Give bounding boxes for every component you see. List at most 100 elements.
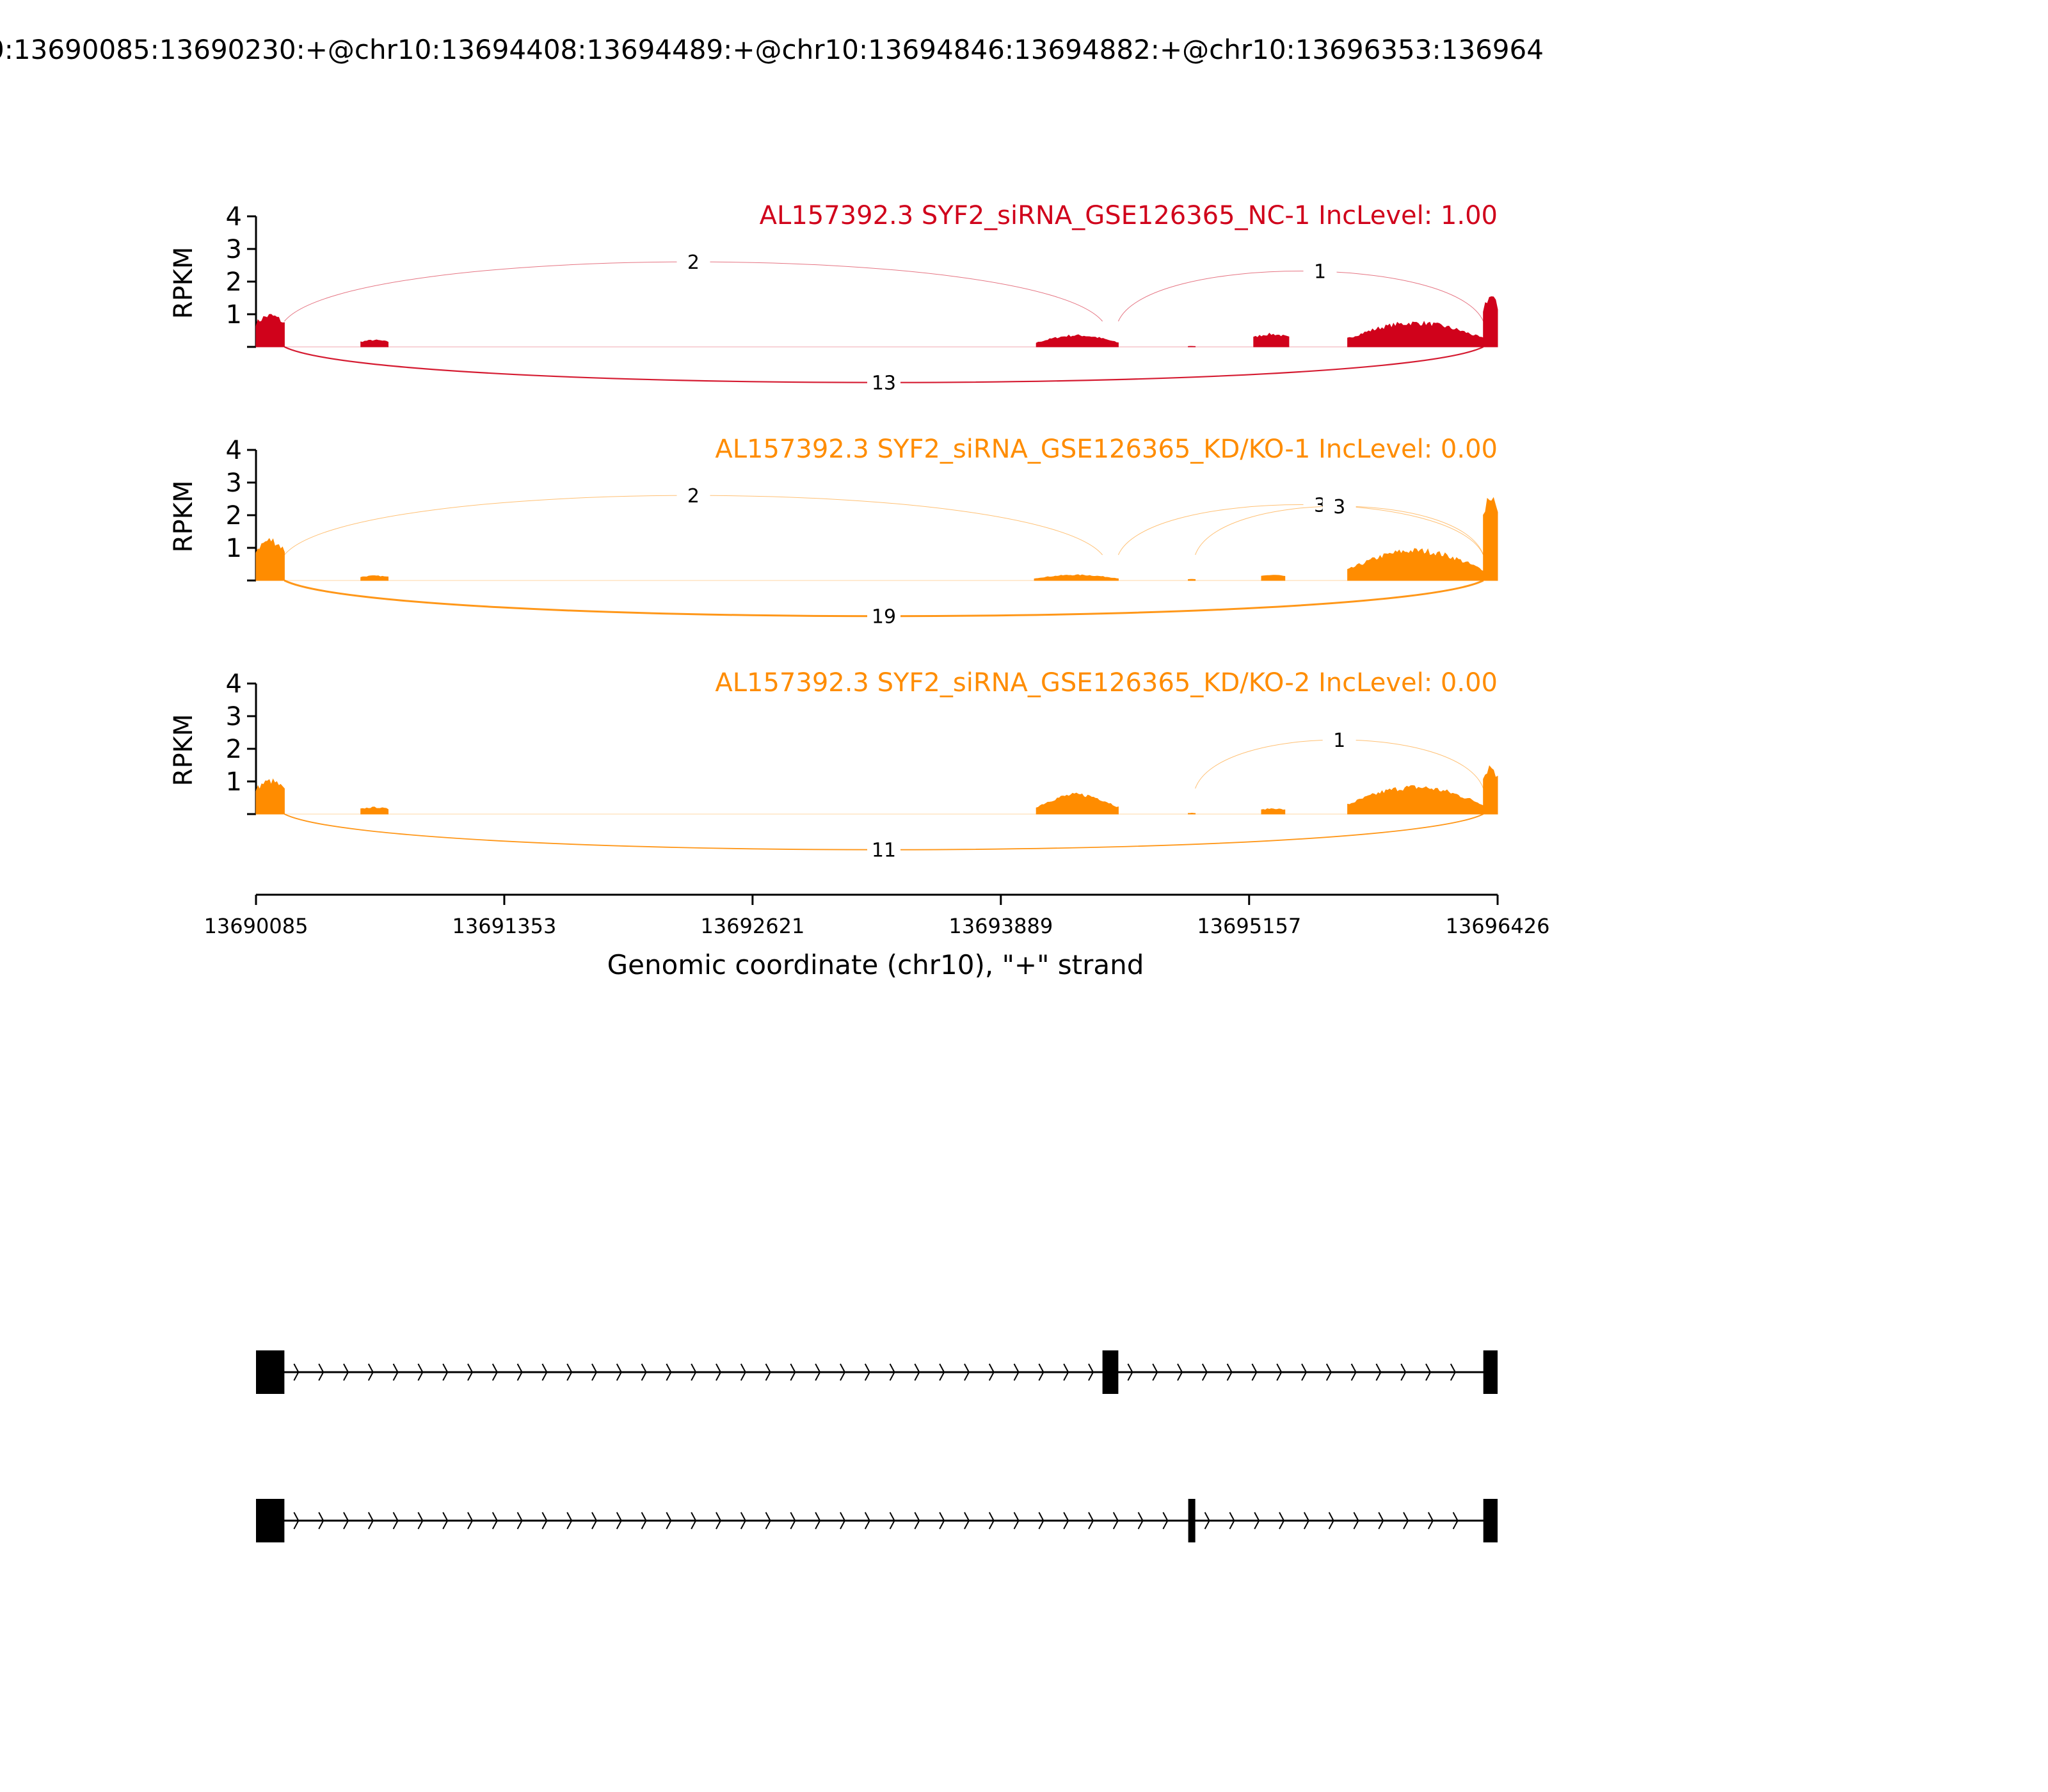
strand-arrow [1353, 1512, 1359, 1530]
junction-count: 3 [1333, 496, 1345, 518]
junction-label-bg [867, 369, 901, 394]
strand-arrow [1328, 1512, 1334, 1530]
strand-arrow [1127, 1363, 1133, 1381]
junction-count: 11 [872, 840, 896, 862]
junction-arc [1117, 504, 1484, 556]
coverage-area [360, 575, 388, 581]
junction-label-bg [1303, 258, 1337, 283]
strand-arrow [988, 1512, 995, 1530]
strand-arrow [840, 1363, 846, 1381]
y-axis-label: RPKM [169, 714, 198, 787]
exon [256, 1350, 285, 1394]
coverage-area [1483, 497, 1498, 581]
junction-count: 1 [1333, 730, 1345, 752]
coverage-area [360, 339, 388, 348]
strand-arrow [1063, 1363, 1069, 1381]
junction-arc [1117, 271, 1484, 322]
coverage-area [1347, 321, 1484, 348]
coverage-area [1253, 332, 1290, 348]
strand-arrow [616, 1512, 622, 1530]
strand-arrow [1450, 1363, 1456, 1381]
coverage-area [1036, 334, 1119, 348]
strand-arrow [1112, 1512, 1119, 1530]
strand-arrow [765, 1512, 771, 1530]
y-tick-label: 3 [226, 468, 242, 498]
junction-label-bg [1322, 726, 1356, 751]
strand-arrow [367, 1512, 374, 1530]
strand-arrow [1152, 1363, 1158, 1381]
strand-arrow [1279, 1512, 1285, 1530]
y-tick-label: 3 [226, 235, 242, 264]
strand-arrow [1137, 1512, 1144, 1530]
strand-arrow [1088, 1512, 1094, 1530]
strand-arrow [541, 1363, 548, 1381]
strand-arrow [318, 1363, 324, 1381]
y-tick-label: 2 [226, 735, 242, 764]
junction-count: 13 [872, 372, 896, 395]
strand-arrow [815, 1512, 821, 1530]
strand-arrow [1427, 1512, 1434, 1530]
strand-arrow [889, 1512, 895, 1530]
coverage-area [255, 778, 285, 815]
strand-arrow [716, 1363, 722, 1381]
strand-arrow [666, 1512, 672, 1530]
strand-arrow [1251, 1363, 1258, 1381]
strand-arrow [790, 1363, 796, 1381]
strand-arrow [417, 1512, 424, 1530]
strand-arrow [691, 1512, 697, 1530]
strand-arrow [815, 1363, 821, 1381]
strand-arrow [343, 1512, 349, 1530]
strand-arrow [1276, 1363, 1283, 1381]
strand-arrow [591, 1363, 598, 1381]
strand-arrow [840, 1512, 846, 1530]
panel-title: AL157392.3 SYF2_siRNA_GSE126365_NC-1 Inc… [760, 201, 1498, 230]
strand-arrow [1063, 1512, 1069, 1530]
coverage-area [1261, 808, 1286, 815]
coverage-area [1347, 785, 1484, 815]
y-axis-label: RPKM [169, 481, 198, 553]
x-tick-label: 13691353 [452, 914, 557, 938]
strand-arrow [417, 1363, 424, 1381]
panel-title: AL157392.3 SYF2_siRNA_GSE126365_KD/KO-2 … [715, 668, 1498, 698]
strand-arrow [864, 1512, 870, 1530]
x-tick-label: 13692621 [700, 914, 804, 938]
y-tick-label: 4 [226, 436, 242, 465]
strand-arrow [641, 1363, 647, 1381]
coverage-area [1261, 575, 1286, 581]
strand-arrow [790, 1512, 796, 1530]
strand-arrow [964, 1512, 970, 1530]
strand-arrow [1013, 1512, 1020, 1530]
coverage-area [255, 314, 285, 348]
junction-count: 1 [1314, 261, 1326, 284]
strand-arrow [492, 1512, 498, 1530]
strand-arrow [467, 1363, 474, 1381]
junction-count: 19 [872, 606, 896, 628]
strand-arrow [889, 1363, 895, 1381]
strand-arrow [367, 1363, 374, 1381]
strand-arrow [939, 1512, 945, 1530]
strand-arrow [914, 1512, 920, 1530]
isoform [256, 1350, 1498, 1394]
strand-arrow [1378, 1512, 1384, 1530]
strand-arrow [641, 1512, 647, 1530]
strand-arrow [1162, 1512, 1169, 1530]
strand-arrow [964, 1363, 970, 1381]
y-axis-label: RPKM [169, 247, 198, 319]
strand-arrow [442, 1512, 449, 1530]
strand-arrow [939, 1363, 945, 1381]
strand-arrow [691, 1363, 697, 1381]
x-tick-label: 13696426 [1446, 914, 1550, 938]
strand-arrow [1204, 1512, 1210, 1530]
coverage-area [255, 538, 285, 581]
strand-arrow [765, 1363, 771, 1381]
strand-arrow [492, 1363, 498, 1381]
isoform [256, 1499, 1498, 1542]
x-tick-label: 13695157 [1197, 914, 1301, 938]
strand-arrow [1403, 1512, 1409, 1530]
strand-arrow [1038, 1363, 1044, 1381]
x-axis-label: Genomic coordinate (chr10), "+" strand [607, 949, 1144, 980]
junction-label-bg [1322, 493, 1356, 518]
